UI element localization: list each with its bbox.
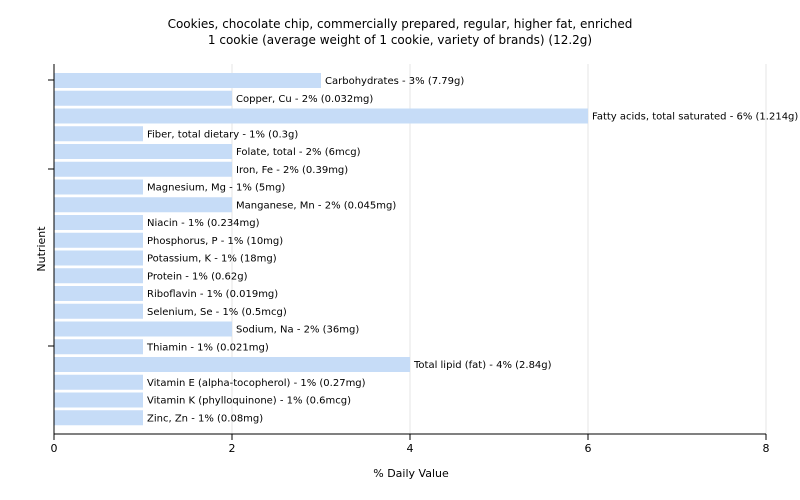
bar bbox=[54, 108, 588, 124]
bar bbox=[54, 357, 410, 372]
bar-label: Phosphorus, P - 1% (10mg) bbox=[147, 236, 283, 247]
bar bbox=[54, 268, 143, 284]
x-tick-label: 8 bbox=[763, 442, 770, 455]
bar-label: Vitamin E (alpha-tocopherol) - 1% (0.27m… bbox=[147, 378, 366, 389]
bar-label: Thiamin - 1% (0.021mg) bbox=[146, 342, 269, 353]
chart-title: Cookies, chocolate chip, commercially pr… bbox=[167, 17, 633, 31]
bar bbox=[54, 392, 143, 408]
bar bbox=[54, 410, 143, 426]
bar bbox=[54, 126, 143, 142]
bar bbox=[54, 197, 232, 213]
bars: Carbohydrates - 3% (7.79g) Copper, Cu - 2… bbox=[54, 73, 798, 426]
bar-label: Manganese, Mn - 2% (0.045mg) bbox=[236, 200, 396, 211]
bar bbox=[54, 303, 143, 319]
bar-label: Riboflavin - 1% (0.019mg) bbox=[147, 289, 278, 300]
x-tick-label: 6 bbox=[585, 442, 592, 455]
bar bbox=[54, 144, 232, 159]
bar-label: Protein - 1% (0.62g) bbox=[147, 271, 248, 282]
bar-label: Niacin - 1% (0.234mg) bbox=[147, 218, 260, 229]
bar bbox=[54, 73, 321, 88]
bar bbox=[54, 339, 143, 355]
x-tick-label: 4 bbox=[407, 442, 414, 455]
bar-label: Copper, Cu - 2% (0.032mg) bbox=[236, 94, 373, 105]
bar bbox=[54, 179, 143, 195]
bar-label: Fatty acids, total saturated - 6% (1.214… bbox=[592, 112, 798, 123]
bar-label: Iron, Fe - 2% (0.39mg) bbox=[236, 165, 348, 176]
bar bbox=[54, 215, 143, 230]
bar-label: Carbohydrates - 3% (7.79g) bbox=[325, 76, 464, 87]
bar-label: Total lipid (fat) - 4% (2.84g) bbox=[413, 360, 552, 371]
bar-label: Zinc, Zn - 1% (0.08mg) bbox=[147, 413, 263, 424]
bar-label: Potassium, K - 1% (18mg) bbox=[147, 254, 277, 265]
bar bbox=[54, 161, 232, 177]
bar bbox=[54, 321, 232, 337]
bar bbox=[54, 374, 143, 390]
bar bbox=[54, 232, 143, 248]
axes: 0 2 4 6 8 bbox=[48, 64, 770, 455]
y-axis-label: Nutrient bbox=[35, 226, 48, 272]
bar-label: Vitamin K (phylloquinone) - 1% (0.6mcg) bbox=[147, 396, 351, 407]
bar-label: Fiber, total dietary - 1% (0.3g) bbox=[147, 129, 298, 140]
x-axis-label: % Daily Value bbox=[373, 467, 449, 480]
bar bbox=[54, 90, 232, 106]
x-tick-label: 0 bbox=[51, 442, 58, 455]
bar-label: Magnesium, Mg - 1% (5mg) bbox=[147, 183, 285, 194]
bar-label: Folate, total - 2% (6mcg) bbox=[236, 147, 361, 158]
bar bbox=[54, 250, 143, 266]
bar-label: Sodium, Na - 2% (36mg) bbox=[236, 325, 359, 336]
bar-label: Selenium, Se - 1% (0.5mcg) bbox=[147, 307, 287, 318]
x-tick-label: 2 bbox=[229, 442, 236, 455]
chart-subtitle: 1 cookie (average weight of 1 cookie, va… bbox=[207, 33, 593, 47]
grid bbox=[231, 64, 767, 434]
bar bbox=[54, 286, 143, 301]
